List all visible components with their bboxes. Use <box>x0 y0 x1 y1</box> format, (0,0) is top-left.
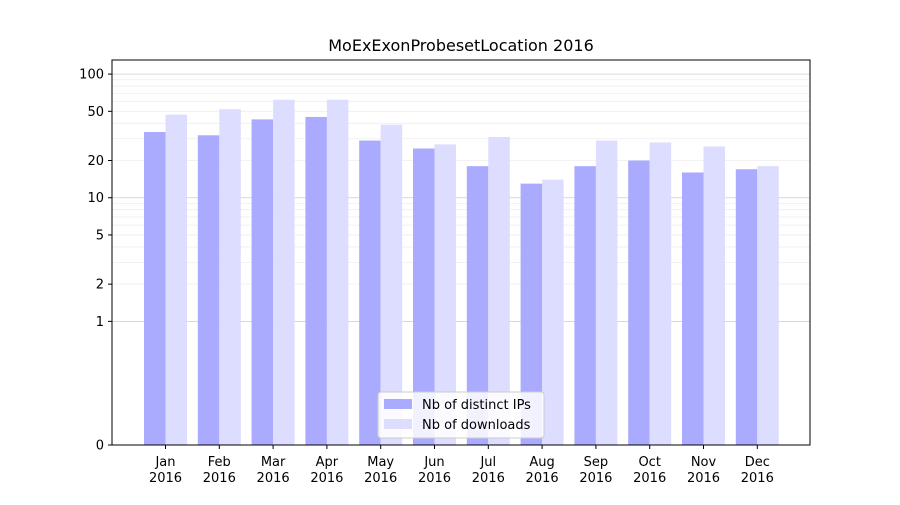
bars-layer <box>144 99 779 446</box>
x-tick-label: Oct <box>638 455 660 470</box>
legend-label: Nb of downloads <box>422 418 531 433</box>
y-tick-label: 1 <box>96 315 104 330</box>
bar-downloads <box>273 99 295 445</box>
bar-downloads <box>542 179 564 446</box>
x-tick-label: Sep <box>584 455 609 470</box>
x-axis: Jan2016Feb2016Mar2016Apr2016May2016Jun20… <box>149 445 774 486</box>
y-tick-label: 0 <box>96 439 104 454</box>
y-tick-label: 20 <box>87 154 104 169</box>
y-tick-label: 5 <box>96 228 104 243</box>
legend-swatch <box>384 419 412 429</box>
bar-downloads <box>595 140 618 445</box>
x-tick-label: 2016 <box>633 471 666 486</box>
bar-distinct-ips <box>197 135 220 445</box>
bar-distinct-ips <box>628 160 650 445</box>
bar-downloads <box>488 136 510 445</box>
x-tick-label: May <box>367 455 394 470</box>
x-tick-label: Apr <box>316 455 339 470</box>
x-tick-label: 2016 <box>579 471 612 486</box>
bar-downloads <box>703 146 725 445</box>
x-tick-label: Jan <box>154 455 175 470</box>
x-tick-label: Aug <box>529 455 554 470</box>
y-axis: 0 1 2 5 10 20 50 100 <box>79 68 112 454</box>
x-tick-label: 2016 <box>741 471 774 486</box>
legend-box <box>377 391 545 439</box>
x-tick-label: Jul <box>479 455 496 470</box>
x-tick-label: Dec <box>745 455 770 470</box>
x-tick-label: 2016 <box>472 471 505 486</box>
x-tick-label: Nov <box>691 455 717 470</box>
bar-distinct-ips <box>466 166 489 445</box>
x-tick-label: 2016 <box>257 471 290 486</box>
chart-title: MoExExonProbesetLocation 2016 <box>328 36 594 55</box>
x-tick-label: 2016 <box>364 471 397 486</box>
bar-downloads <box>649 142 672 445</box>
bar-downloads <box>219 109 241 445</box>
x-tick-label: 2016 <box>526 471 559 486</box>
bar-distinct-ips <box>413 148 435 445</box>
bar-distinct-ips <box>735 169 758 445</box>
x-tick-label: Feb <box>208 455 231 470</box>
x-tick-label: Jun <box>423 455 444 470</box>
bar-distinct-ips <box>520 183 543 445</box>
x-tick-label: Mar <box>261 455 286 470</box>
legend-swatch <box>384 399 412 409</box>
bar-distinct-ips <box>144 132 166 446</box>
bar-downloads <box>434 144 456 445</box>
bar-downloads <box>380 124 403 445</box>
bar-distinct-ips <box>359 140 381 445</box>
legend-label: Nb of distinct IPs <box>422 398 531 413</box>
x-tick-label: 2016 <box>310 471 343 486</box>
x-tick-label: 2016 <box>418 471 451 486</box>
legend: Nb of distinct IPs Nb of downloads <box>377 391 545 439</box>
y-tick-label: 100 <box>79 68 104 83</box>
x-tick-label: 2016 <box>149 471 182 486</box>
x-tick-label: 2016 <box>687 471 720 486</box>
bar-distinct-ips <box>574 166 596 445</box>
bar-distinct-ips <box>305 116 327 445</box>
y-tick-label: 50 <box>87 105 104 120</box>
bar-distinct-ips <box>682 172 704 446</box>
bar-downloads <box>757 166 779 445</box>
bar-downloads <box>326 99 349 445</box>
x-tick-label: 2016 <box>203 471 236 486</box>
bar-distinct-ips <box>251 119 274 445</box>
y-tick-label: 2 <box>96 278 104 293</box>
plot-frame <box>111 59 811 446</box>
y-tick-label: 10 <box>87 191 104 206</box>
bar-downloads <box>165 114 187 445</box>
